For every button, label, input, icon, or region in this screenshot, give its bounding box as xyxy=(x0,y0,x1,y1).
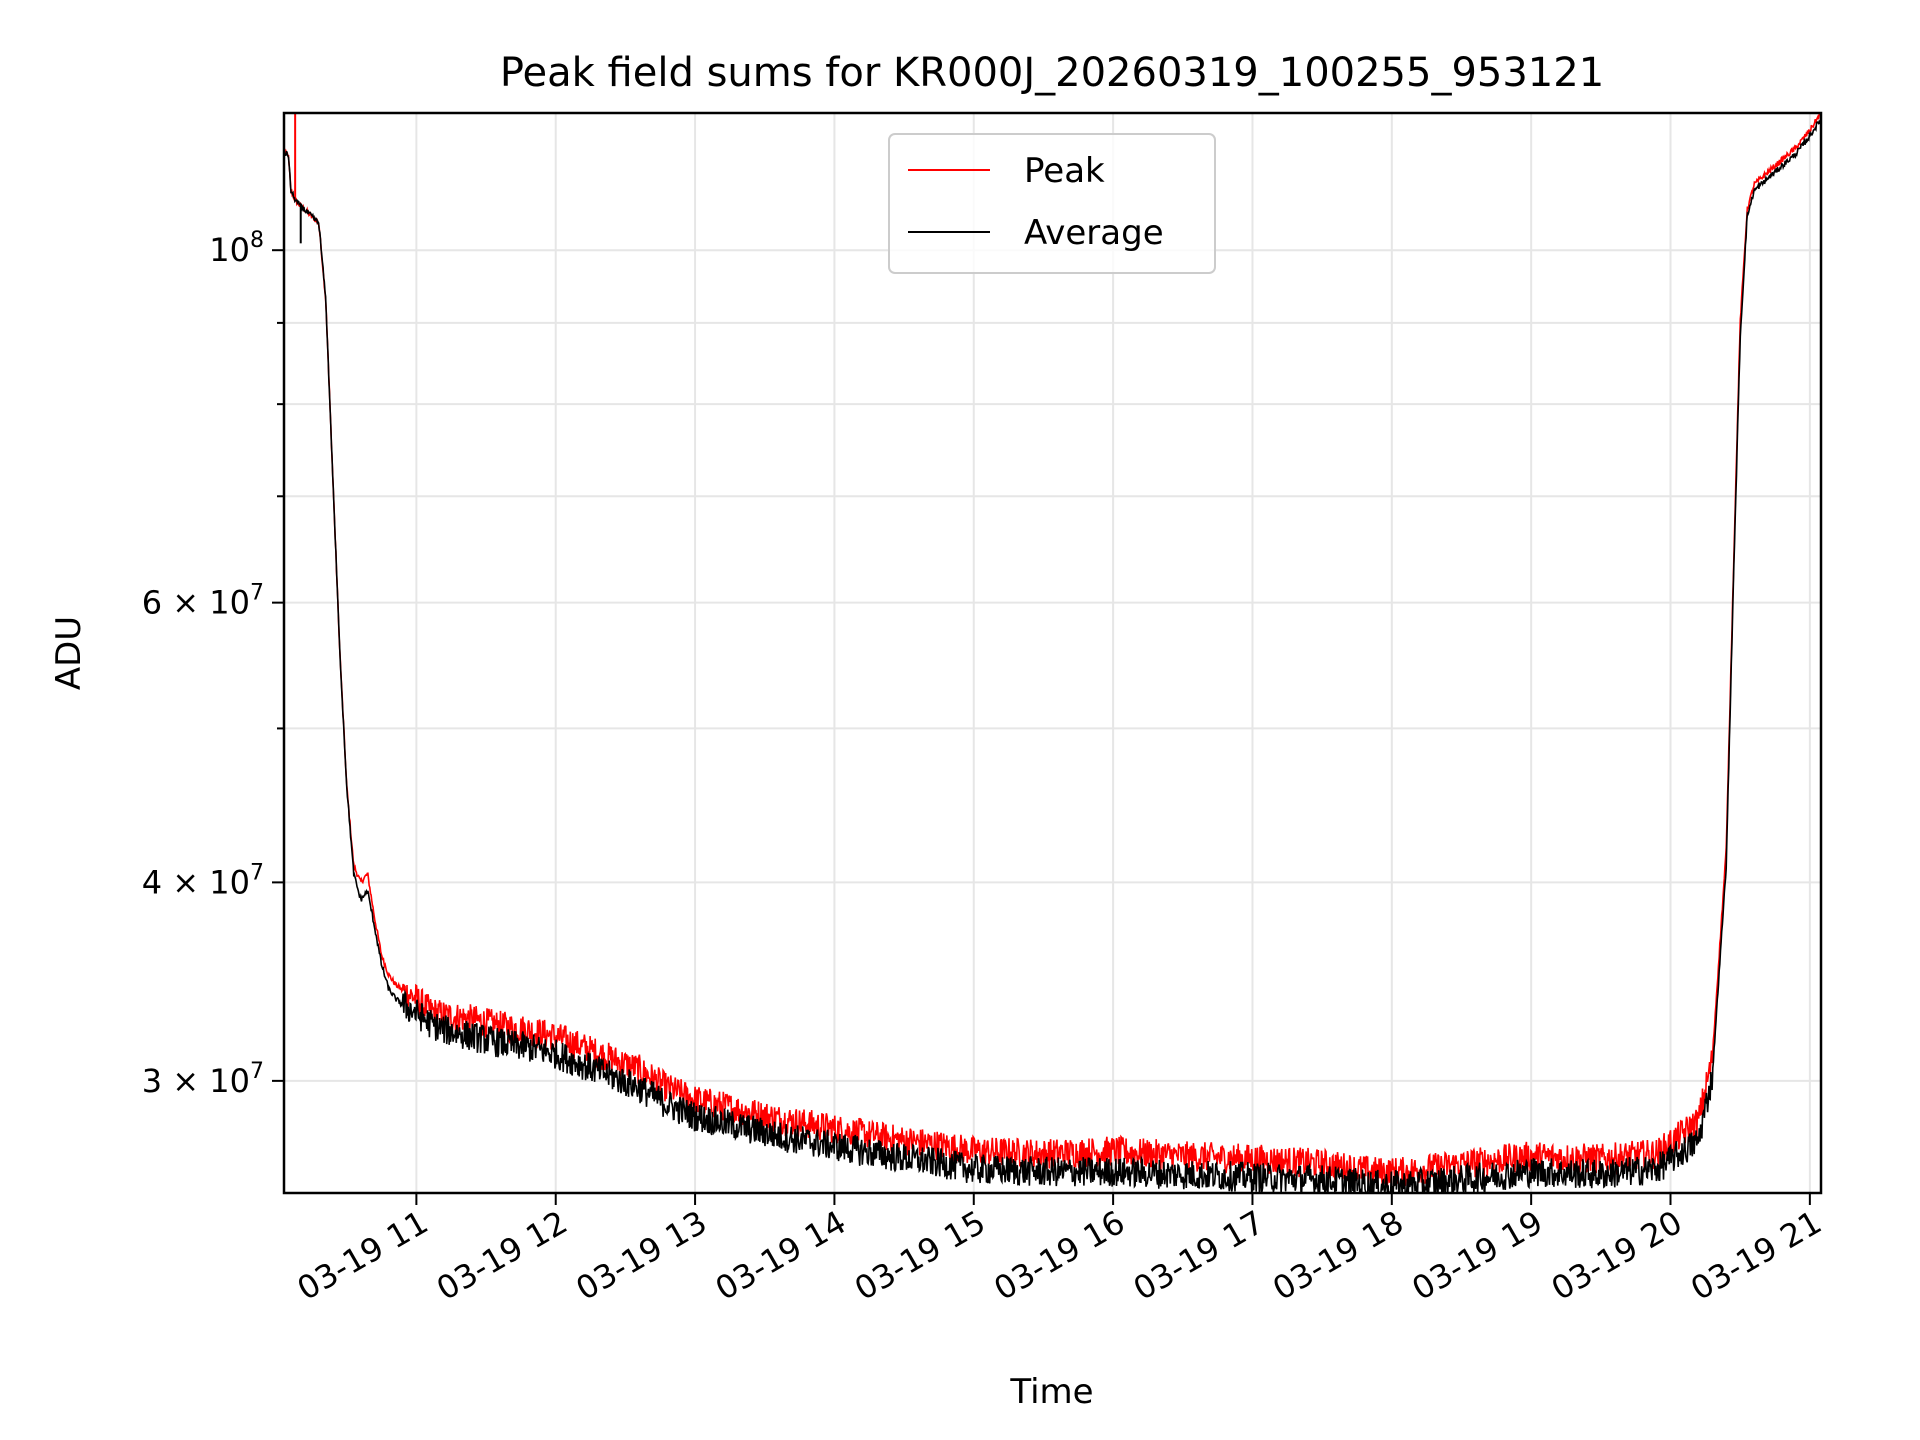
grid xyxy=(284,113,1821,1193)
x-axis-label: Time xyxy=(1009,1372,1093,1412)
x-tick-label: 03-19 11 xyxy=(291,1203,435,1308)
x-tick-label: 03-19 21 xyxy=(1684,1203,1828,1308)
legend-box xyxy=(888,133,1216,274)
y-axis: 3 × 107 4 × 107 6 × 107 108 xyxy=(142,228,284,1100)
x-tick-label: 03-19 20 xyxy=(1545,1203,1689,1308)
x-tick-label: 03-19 13 xyxy=(569,1203,713,1308)
x-tick-label: 03-19 16 xyxy=(988,1203,1132,1308)
y-tick-label: 108 xyxy=(209,228,264,269)
x-tick-label: 03-19 14 xyxy=(709,1203,853,1308)
series-layer xyxy=(284,113,1821,1193)
plot-frame xyxy=(282,111,1823,1195)
legend-label-average: Average xyxy=(1024,213,1164,253)
legend: Peak Average xyxy=(888,133,1216,274)
y-tick-label: 3 × 107 xyxy=(142,1059,264,1100)
series-line-average xyxy=(284,118,1821,1193)
x-tick-label: 03-19 18 xyxy=(1266,1203,1410,1308)
y-tick-label: 6 × 107 xyxy=(142,581,264,622)
y-axis-label: ADU xyxy=(49,616,89,690)
x-tick-label: 03-19 17 xyxy=(1127,1203,1271,1308)
chart-title: Peak field sums for KR000J_20260319_1002… xyxy=(500,50,1604,96)
y-tick-label: 4 × 107 xyxy=(142,860,264,901)
series-line-peak xyxy=(284,113,1821,1187)
x-tick-label: 03-19 12 xyxy=(430,1203,574,1308)
legend-label-peak: Peak xyxy=(1024,151,1105,191)
x-tick-label: 03-19 19 xyxy=(1406,1203,1550,1308)
x-tick-label: 03-19 15 xyxy=(848,1203,992,1308)
